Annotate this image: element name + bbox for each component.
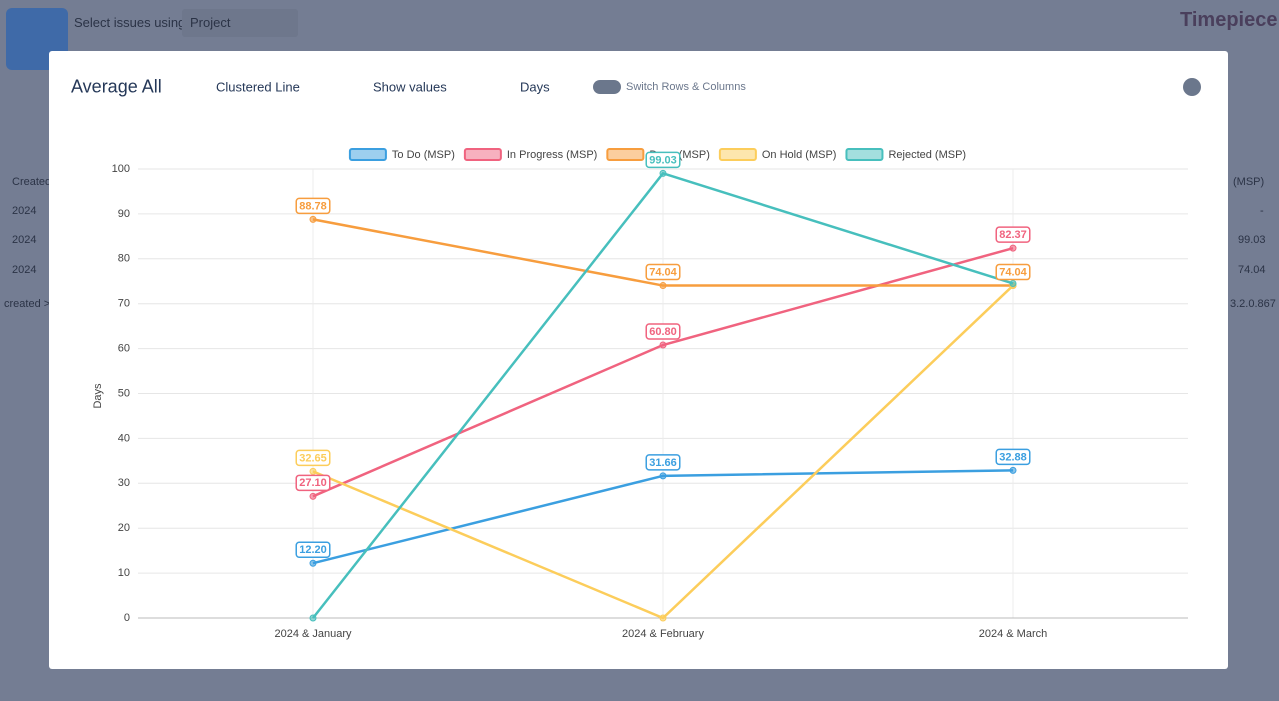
value-label: 32.88 (999, 451, 1027, 463)
value-label-box (645, 323, 681, 340)
value-label: 27.10 (299, 477, 327, 489)
legend-swatch (606, 148, 645, 161)
show-values-button[interactable]: Show values (373, 79, 447, 95)
data-point (1009, 279, 1017, 287)
y-tick-label: 50 (118, 387, 130, 399)
table-cell: 2024 (12, 234, 37, 246)
value-label-box (645, 454, 681, 471)
value-label-box (645, 151, 681, 169)
modal: Average All Clustered Line Show values D… (49, 51, 1228, 669)
unit-button[interactable]: Days (520, 79, 550, 95)
value-label: 74.04 (999, 266, 1027, 278)
select-label: Select issues using (74, 15, 186, 30)
value-label-box (295, 449, 331, 467)
modal-title: Average All (71, 76, 162, 97)
table-cell: 74.04 (1238, 264, 1266, 276)
value-label: 60.80 (649, 326, 677, 338)
y-tick-label: 20 (118, 522, 130, 534)
y-tick-label: 30 (118, 477, 130, 489)
y-tick-label: 80 (118, 253, 130, 265)
x-tick-label: 2024 & March (979, 628, 1047, 640)
help-button[interactable] (1183, 78, 1201, 96)
legend-swatch (463, 148, 502, 161)
legend-item[interactable]: To Do (MSP) (348, 148, 455, 161)
y-axis-label: Days (92, 383, 104, 409)
data-point (309, 614, 317, 622)
value-label-box (295, 541, 331, 558)
value-label: 74.04 (649, 266, 677, 278)
value-label: 31.66 (649, 457, 677, 469)
y-tick-label: 40 (118, 432, 130, 444)
data-point (1009, 466, 1017, 474)
value-label: 99.03 (649, 154, 677, 166)
data-point (659, 472, 667, 480)
table-cell: 2024 (12, 264, 37, 276)
data-point (659, 614, 667, 622)
data-point (659, 169, 667, 177)
y-tick-label: 90 (118, 208, 130, 220)
value-label-box (995, 263, 1031, 281)
switch-label: Switch Rows & Columns (626, 81, 746, 93)
data-point (1009, 244, 1017, 252)
y-tick-label: 0 (124, 612, 130, 624)
select-box[interactable]: Project (182, 9, 298, 37)
value-label-box (295, 474, 331, 492)
x-tick-label: 2024 & February (622, 628, 704, 640)
table-header: Created (12, 176, 52, 188)
data-point (309, 467, 317, 475)
table-footer: created > (4, 298, 51, 310)
brand: Timepiece (1180, 9, 1278, 31)
chart-type-button[interactable]: Clustered Line (216, 79, 300, 95)
data-point (309, 215, 317, 223)
legend-swatch (718, 148, 757, 161)
value-label-box (295, 197, 331, 215)
value-label-box (995, 448, 1031, 466)
x-tick-label: 2024 & January (274, 628, 352, 640)
value-label: 82.37 (999, 229, 1027, 241)
y-tick-label: 10 (118, 567, 130, 579)
y-tick-label: 100 (112, 163, 130, 175)
switch-toggle[interactable] (593, 80, 621, 94)
data-point (309, 492, 317, 500)
legend-swatch (845, 148, 884, 161)
legend-label: In Progress (MSP) (507, 149, 597, 161)
legend-item[interactable]: In Progress (MSP) (463, 148, 597, 161)
value-label: 32.65 (299, 452, 327, 464)
table-cell: 2024 (12, 205, 37, 217)
value-label: 12.20 (299, 544, 327, 556)
value-label-box (645, 263, 681, 281)
legend-item[interactable]: Rejected (MSP) (845, 148, 966, 161)
version: 3.2.0.867 (1230, 298, 1276, 310)
data-point (659, 282, 667, 290)
legend-item[interactable]: On Hold (MSP) (718, 148, 837, 161)
legend-label: On Hold (MSP) (762, 149, 837, 161)
value-label: 88.78 (299, 200, 327, 212)
data-point (309, 559, 317, 567)
table-cell: - (1260, 205, 1264, 217)
table-header: (MSP) (1233, 176, 1265, 188)
data-point (659, 341, 667, 349)
chart: Days 0 10 20 30 40 50 60 70 80 90 100 2024 & Januar… (92, 148, 1188, 640)
legend-label: Rejected (MSP) (888, 149, 966, 161)
legend-swatch (348, 148, 387, 161)
y-tick-label: 60 (118, 343, 130, 355)
y-tick-label: 70 (118, 298, 130, 310)
table-cell: 99.03 (1238, 234, 1266, 246)
value-label-box (995, 226, 1031, 243)
legend-label: To Do (MSP) (392, 149, 455, 161)
